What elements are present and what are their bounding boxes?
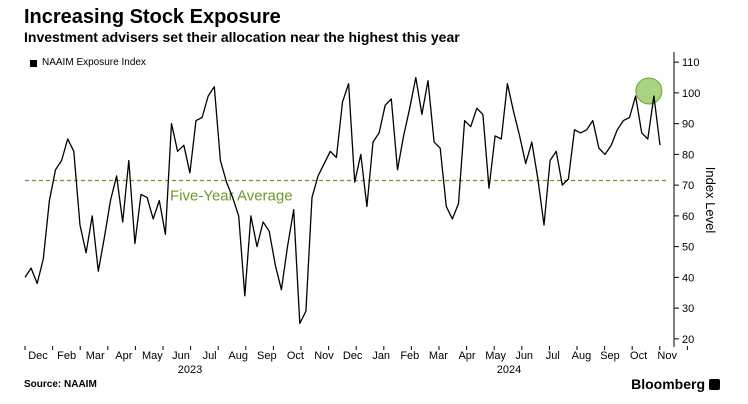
y-tick-label: 40 [682, 272, 694, 284]
brand-mark-icon [709, 378, 720, 390]
x-axis: Dec Feb Mar Apr May Jun Jul Aug Sep Oct Nov Dec Jan F… [24, 346, 688, 376]
brand-logo: Bloomberg [631, 375, 720, 393]
x-month-label: Nov [314, 350, 334, 362]
five-year-average-label: Five-Year Average [170, 188, 293, 205]
x-month-label: Jul [203, 350, 217, 362]
y-tick-label: 80 [682, 149, 694, 161]
x-month-label: Feb [57, 350, 76, 362]
x-month-label: Aug [572, 350, 592, 362]
y-tick-label: 100 [682, 88, 700, 100]
legend-label: NAAIM Exposure Index [42, 57, 146, 68]
chart-title: Increasing Stock Exposure [24, 6, 281, 28]
x-month-label: May [142, 350, 163, 362]
y-tick-label: 30 [682, 303, 694, 315]
x-month-label: May [485, 350, 506, 362]
y-axis: 20 30 40 50 60 70 80 90 100 110 [673, 52, 700, 347]
x-month-label: Jul [546, 350, 560, 362]
y-tick-label: 20 [682, 334, 694, 346]
y-tick-label: 110 [682, 57, 700, 69]
x-month-label: Dec [343, 350, 363, 362]
x-month-label: Nov [657, 350, 677, 362]
y-axis-label: Index Level [703, 167, 718, 234]
legend-swatch [30, 59, 37, 67]
series-line-naaim-exposure-index [24, 76, 661, 325]
x-month-label: Oct [287, 350, 304, 362]
source-note: Source: NAAIM [24, 379, 97, 390]
y-tick-label: 90 [682, 119, 694, 131]
x-month-label: Apr [458, 350, 475, 362]
x-month-label: Sep [257, 350, 277, 362]
y-tick-label: 60 [682, 211, 694, 223]
x-year-label: 2023 [178, 364, 202, 376]
x-month-label: Mar [86, 350, 105, 362]
x-year-label: 2024 [497, 364, 521, 376]
plot-area: Five-Year Average [24, 76, 666, 325]
x-month-label: Dec [28, 350, 48, 362]
x-month-label: Oct [630, 350, 647, 362]
highlight-circle [635, 77, 663, 105]
x-month-label: Jun [172, 350, 190, 362]
x-month-label: Jun [515, 350, 533, 362]
legend-item: NAAIM Exposure Index [30, 56, 146, 70]
x-month-label: Aug [228, 350, 248, 362]
y-tick-label: 50 [682, 242, 694, 254]
chart-subtitle: Investment advisers set their allocation… [24, 29, 460, 45]
x-month-label: Mar [429, 350, 448, 362]
y-tick-label: 70 [682, 180, 694, 192]
x-month-label: Sep [600, 350, 620, 362]
x-month-label: Jan [372, 350, 390, 362]
brand-name: Bloomberg [631, 376, 705, 392]
x-month-label: Apr [115, 350, 132, 362]
x-month-label: Feb [400, 350, 419, 362]
